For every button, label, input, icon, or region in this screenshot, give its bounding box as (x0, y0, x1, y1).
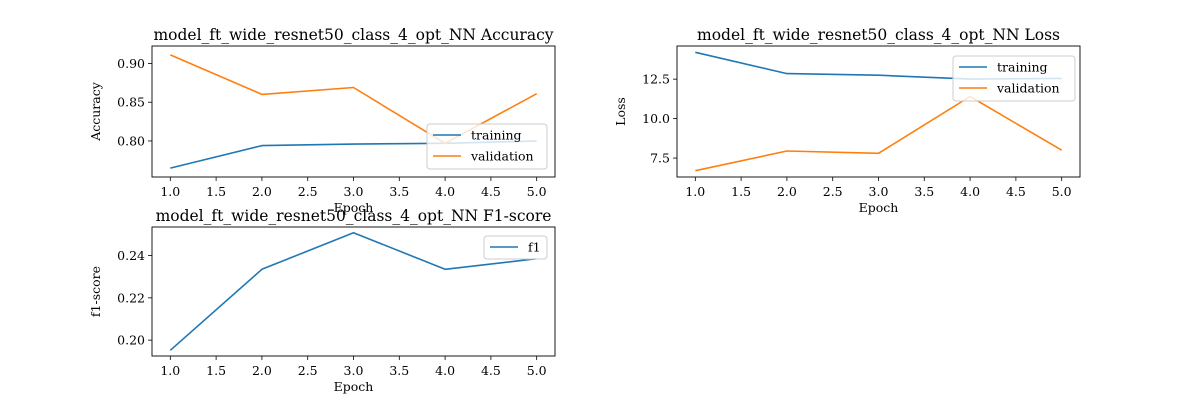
x-tick-label: 2.0 (252, 363, 272, 378)
legend: f1 (483, 235, 548, 260)
legend-label-f1: f1 (528, 240, 541, 255)
legend-label-validation: validation (996, 81, 1060, 96)
chart-title: model_ft_wide_resnet50_class_4_opt_NN Ac… (153, 26, 553, 44)
y-axis-label: Loss (613, 97, 628, 126)
x-tick-label: 2.0 (252, 184, 272, 199)
x-tick-label: 3.5 (389, 363, 409, 378)
x-tick-label: 1.0 (685, 184, 705, 199)
x-tick-label: 4.5 (1006, 184, 1026, 199)
legend-label-validation: validation (470, 149, 534, 164)
x-tick-label: 3.0 (869, 184, 889, 199)
x-tick-label: 3.0 (344, 184, 364, 199)
series-line-validation (695, 95, 1063, 172)
x-tick-label: 1.0 (160, 363, 180, 378)
x-tick-label: 3.0 (344, 363, 364, 378)
y-axis-label: f1-score (88, 266, 103, 317)
x-tick-label: 5.0 (527, 184, 547, 199)
y-axis-label: Accuracy (88, 81, 103, 142)
x-axis-label: Epoch (334, 200, 374, 215)
y-tick-label: 7.5 (650, 151, 670, 166)
legend-label-training: training (471, 128, 522, 143)
y-tick-label: 0.90 (117, 56, 145, 71)
series-group (169, 231, 537, 351)
y-tick-label: 0.20 (117, 333, 145, 348)
x-tick-label: 4.0 (960, 184, 980, 199)
x-tick-label: 2.5 (823, 184, 843, 199)
y-tick-label: 0.85 (117, 95, 145, 110)
x-tick-label: 5.0 (527, 363, 547, 378)
y-tick-label: 0.24 (117, 248, 145, 263)
x-axis-label: Epoch (859, 200, 899, 215)
x-axis-label: Epoch (334, 379, 374, 394)
x-tick-label: 2.5 (298, 363, 318, 378)
x-tick-label: 3.5 (914, 184, 934, 199)
chart-title: model_ft_wide_resnet50_class_4_opt_NN Lo… (697, 26, 1060, 44)
x-tick-label: 2.0 (777, 184, 797, 199)
x-tick-label: 1.5 (206, 184, 226, 199)
series-line-f1 (169, 231, 537, 351)
y-tick-label: 0.22 (117, 290, 145, 305)
x-tick-label: 1.5 (206, 363, 226, 378)
x-tick-label: 4.0 (435, 363, 455, 378)
legend-label-training: training (997, 60, 1048, 75)
x-tick-label: 4.0 (435, 184, 455, 199)
x-tick-label: 5.0 (1052, 184, 1072, 199)
x-tick-label: 4.5 (481, 363, 501, 378)
x-tick-label: 1.5 (731, 184, 751, 199)
y-tick-label: 10.0 (642, 111, 670, 126)
y-tick-label: 0.80 (117, 133, 145, 148)
chart-f1: 1.0 1.5 2.0 2.5 3.0 3.5 4.0 4.5 5.0 0.20 0.22 0.24 E… (88, 207, 556, 394)
legend: training validation (952, 55, 1076, 102)
legend: training validation (426, 123, 548, 170)
x-tick-label: 2.5 (298, 184, 318, 199)
x-tick-label: 3.5 (389, 184, 409, 199)
y-tick-label: 12.5 (642, 72, 670, 87)
chart-title: model_ft_wide_resnet50_class_4_opt_NN F1… (156, 207, 552, 225)
chart-accuracy: 1.0 1.5 2.0 2.5 3.0 3.5 4.0 4.5 5.0 0.80 0.85 0.90 E… (88, 26, 556, 215)
x-tick-label: 1.0 (160, 184, 180, 199)
x-tick-label: 4.5 (481, 184, 501, 199)
chart-loss: 1.0 1.5 2.0 2.5 3.0 3.5 4.0 4.5 5.0 7.5 10.0 12.5 Ep… (613, 26, 1081, 215)
